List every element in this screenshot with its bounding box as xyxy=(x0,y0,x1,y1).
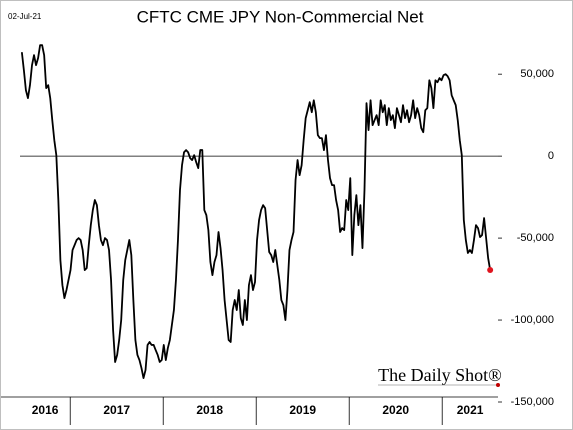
data-line xyxy=(20,44,492,379)
y-tick-label: -150,000 xyxy=(511,396,554,408)
y-tick-label: 0 xyxy=(548,150,554,162)
watermark: The Daily Shot® xyxy=(378,365,502,385)
x-tick-label: 2016 xyxy=(32,403,59,417)
chart-title: CFTC CME JPY Non-Commercial Net xyxy=(137,7,424,26)
x-tick-label: 2020 xyxy=(382,403,409,417)
x-tick-label: 2021 xyxy=(457,403,484,417)
x-tick-label: 2018 xyxy=(196,403,223,417)
x-tick-label: 2017 xyxy=(103,403,130,417)
y-tick-label: -50,000 xyxy=(517,232,554,244)
x-tick-label: 2019 xyxy=(289,403,316,417)
y-tick-label: -100,000 xyxy=(511,314,554,326)
last-point xyxy=(487,267,494,274)
y-tick-label: 50,000 xyxy=(520,68,554,80)
watermark-dot xyxy=(496,383,500,387)
date-label: 02-Jul-21 xyxy=(8,12,42,21)
